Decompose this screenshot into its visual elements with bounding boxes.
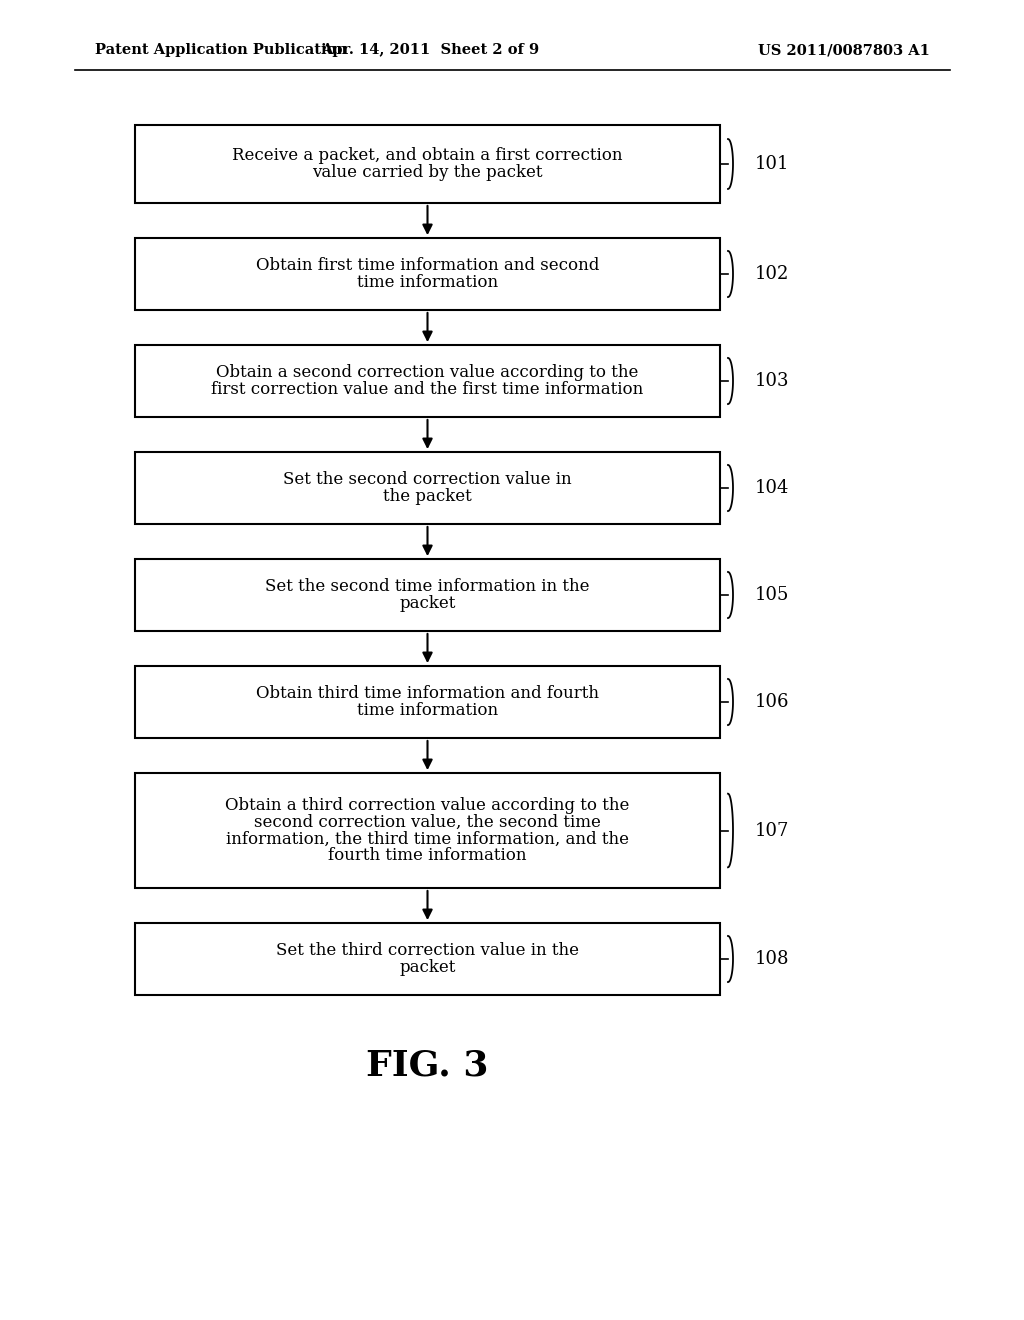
Text: US 2011/0087803 A1: US 2011/0087803 A1 xyxy=(758,44,930,57)
Bar xyxy=(135,774,720,888)
Text: time information: time information xyxy=(357,702,498,719)
Text: Set the second correction value in: Set the second correction value in xyxy=(284,471,571,488)
Text: Obtain a second correction value according to the: Obtain a second correction value accordi… xyxy=(216,364,639,381)
Text: fourth time information: fourth time information xyxy=(329,847,526,865)
Bar xyxy=(135,923,720,995)
Text: 101: 101 xyxy=(755,154,790,173)
Text: 105: 105 xyxy=(755,586,790,605)
Text: the packet: the packet xyxy=(383,488,472,506)
Text: Obtain a third correction value according to the: Obtain a third correction value accordin… xyxy=(225,796,630,813)
Bar xyxy=(135,345,720,417)
Text: 106: 106 xyxy=(755,693,790,711)
Bar xyxy=(135,125,720,203)
Text: information, the third time information, and the: information, the third time information,… xyxy=(226,830,629,847)
Text: Receive a packet, and obtain a first correction: Receive a packet, and obtain a first cor… xyxy=(232,147,623,164)
Text: 102: 102 xyxy=(755,265,790,282)
Text: Obtain third time information and fourth: Obtain third time information and fourth xyxy=(256,685,599,702)
Text: Set the second time information in the: Set the second time information in the xyxy=(265,578,590,595)
Text: 104: 104 xyxy=(755,479,790,498)
Text: first correction value and the first time information: first correction value and the first tim… xyxy=(211,381,644,399)
Text: Patent Application Publication: Patent Application Publication xyxy=(95,44,347,57)
Text: Set the third correction value in the: Set the third correction value in the xyxy=(276,942,579,960)
Text: 107: 107 xyxy=(755,821,790,840)
Text: packet: packet xyxy=(399,960,456,975)
Bar xyxy=(135,238,720,310)
Bar xyxy=(135,451,720,524)
Text: second correction value, the second time: second correction value, the second time xyxy=(254,813,601,830)
Text: 103: 103 xyxy=(755,372,790,389)
Text: FIG. 3: FIG. 3 xyxy=(367,1048,488,1082)
Bar xyxy=(135,667,720,738)
Text: packet: packet xyxy=(399,595,456,612)
Text: time information: time information xyxy=(357,275,498,290)
Text: Apr. 14, 2011  Sheet 2 of 9: Apr. 14, 2011 Sheet 2 of 9 xyxy=(321,44,539,57)
Text: value carried by the packet: value carried by the packet xyxy=(312,164,543,181)
Bar xyxy=(135,558,720,631)
Text: 108: 108 xyxy=(755,950,790,968)
Text: Obtain first time information and second: Obtain first time information and second xyxy=(256,257,599,275)
